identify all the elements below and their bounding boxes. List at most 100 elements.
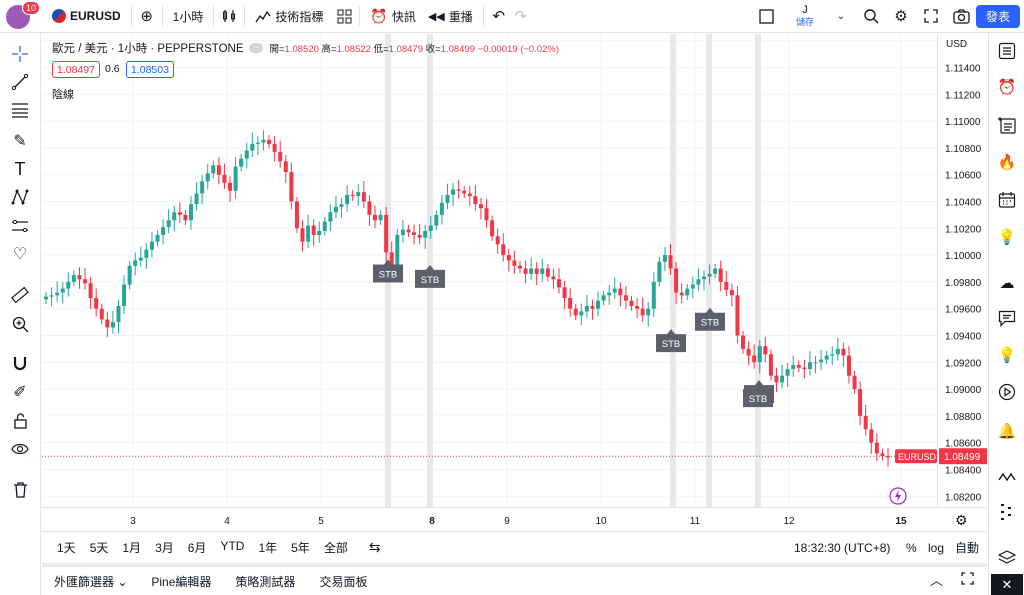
notifications-bell-icon[interactable]: 🔔 bbox=[997, 423, 1017, 440]
candle-body bbox=[211, 165, 216, 174]
candle-body bbox=[640, 308, 645, 316]
candle-body bbox=[261, 139, 266, 143]
percent-toggle[interactable]: % bbox=[906, 540, 917, 555]
brush-icon[interactable]: ✎ bbox=[13, 133, 27, 150]
candle-body bbox=[110, 322, 115, 328]
auto-toggle[interactable]: 自動 bbox=[955, 541, 980, 555]
fullscreen-icon[interactable] bbox=[920, 5, 942, 27]
candle-body bbox=[780, 375, 785, 383]
price-tick-label: 1.10800 bbox=[945, 144, 982, 155]
candle-body bbox=[250, 143, 255, 151]
range-button[interactable]: 6月 bbox=[187, 541, 207, 555]
lock-icon[interactable] bbox=[8, 409, 32, 433]
ideas-lightbulb-icon[interactable]: 💡 bbox=[997, 229, 1017, 246]
candle-body bbox=[350, 194, 355, 197]
range-button[interactable]: 5天 bbox=[89, 541, 109, 555]
text-tool-icon[interactable]: T bbox=[14, 158, 26, 179]
chevron-up-icon[interactable]: ︿ bbox=[930, 573, 944, 588]
prediction-tool-icon[interactable] bbox=[8, 214, 32, 238]
candle-body bbox=[244, 150, 249, 159]
price-scale[interactable]: 1.11400 1.11200 1.11000 1.10800 1.10600 1.104… bbox=[937, 34, 987, 507]
trend-line-icon[interactable] bbox=[8, 70, 32, 94]
redo-icon[interactable]: ↷ bbox=[514, 8, 528, 25]
date-tick-label: 3 bbox=[130, 516, 136, 527]
calendar-icon[interactable] bbox=[995, 188, 1019, 212]
layout-name: J bbox=[802, 4, 808, 16]
sell-price-button[interactable]: 1.08497 bbox=[52, 61, 100, 78]
replay-button[interactable]: ◀◀ 重播 bbox=[422, 0, 479, 33]
candle-body bbox=[456, 189, 461, 191]
alarm-icon[interactable]: ⏰ bbox=[997, 79, 1017, 96]
range-button[interactable]: 1年 bbox=[258, 541, 278, 555]
layers-icon[interactable] bbox=[995, 546, 1019, 570]
data-window-icon[interactable] bbox=[995, 113, 1019, 137]
interval-button[interactable]: 1小時 bbox=[167, 0, 210, 33]
streams-cloud-icon[interactable]: ☁ bbox=[999, 275, 1015, 292]
play-circle-icon[interactable] bbox=[995, 380, 1019, 404]
candle-body bbox=[367, 201, 372, 215]
publish-button[interactable]: 發表 bbox=[975, 5, 1020, 28]
notification-badge: 10 bbox=[22, 1, 41, 15]
chevron-down-icon[interactable]: ⌄ bbox=[836, 10, 846, 22]
magnet-icon[interactable] bbox=[8, 351, 32, 375]
candle-body bbox=[289, 172, 294, 202]
range-button[interactable]: 1月 bbox=[122, 541, 142, 555]
layouts-grid-icon[interactable] bbox=[333, 5, 355, 27]
heart-icon[interactable]: ♡ bbox=[12, 246, 28, 263]
object-tree-icon[interactable] bbox=[995, 500, 1019, 524]
range-button[interactable]: 全部 bbox=[323, 541, 348, 555]
date-tick-label: 15 bbox=[895, 516, 907, 527]
toolbar-divider bbox=[130, 6, 132, 26]
chart-pane[interactable]: EURUSDSTBSTBSTBSTBSTBSTB bbox=[42, 34, 937, 507]
candle-body bbox=[317, 230, 322, 235]
log-toggle[interactable]: log bbox=[928, 540, 945, 555]
signal-bulb-icon[interactable]: 💡 bbox=[997, 347, 1017, 364]
close-sidebar-icon[interactable]: ✕ bbox=[991, 574, 1023, 595]
undo-icon[interactable]: ↶ bbox=[492, 8, 506, 25]
camera-icon[interactable] bbox=[950, 5, 972, 27]
gear-icon[interactable]: ⚙ bbox=[894, 8, 908, 25]
buy-price-button[interactable]: 1.08503 bbox=[126, 61, 174, 78]
pattern-icon[interactable] bbox=[8, 185, 32, 209]
symbol-price-tag bbox=[895, 449, 937, 464]
lock-pencil-icon[interactable]: ✐ bbox=[13, 384, 27, 401]
hotlist-fire-icon[interactable]: 🔥 bbox=[997, 154, 1017, 171]
panel-tab[interactable]: 交易面板 bbox=[319, 574, 368, 589]
chart-settings-icon[interactable]: ⚙ bbox=[955, 512, 968, 528]
eye-icon[interactable] bbox=[8, 437, 32, 461]
range-button[interactable]: 3月 bbox=[155, 541, 174, 555]
wave-line-icon[interactable] bbox=[995, 465, 1019, 489]
range-button[interactable]: YTD bbox=[220, 539, 245, 553]
currency-label[interactable]: USD bbox=[946, 39, 968, 50]
candle-style-icon[interactable] bbox=[218, 5, 240, 27]
time-scale[interactable]: 3 4 5 8 9 10 11 12 15 ⚙ bbox=[42, 507, 987, 531]
candle-body bbox=[71, 275, 76, 282]
fullscreen-layout-icon[interactable] bbox=[755, 5, 777, 27]
alert-button[interactable]: ⏰ 快訊 bbox=[364, 0, 421, 33]
candle-body bbox=[239, 158, 244, 167]
indicators-button[interactable]: 技術指標 bbox=[249, 0, 329, 33]
zoom-in-icon[interactable] bbox=[8, 312, 32, 336]
watchlist-icon[interactable] bbox=[995, 39, 1019, 63]
ruler-icon[interactable] bbox=[8, 283, 32, 307]
candlestick-chart[interactable]: EURUSDSTBSTBSTBSTBSTBSTB bbox=[42, 34, 937, 507]
crosshair-icon[interactable] bbox=[8, 42, 32, 66]
range-button[interactable]: 1天 bbox=[57, 541, 76, 555]
symbol-search-button[interactable]: EURUSD bbox=[46, 0, 127, 33]
panel-tab[interactable]: 策略測試器 bbox=[235, 574, 296, 589]
legend-collapse-icon[interactable]: − bbox=[249, 43, 264, 53]
compare-add-icon[interactable]: ⊕ bbox=[140, 8, 153, 25]
candle-body bbox=[517, 265, 522, 269]
goto-date-icon[interactable]: ⇆ bbox=[368, 539, 381, 555]
trash-icon[interactable] bbox=[8, 478, 32, 502]
panel-tab[interactable]: Pine編輯器 bbox=[151, 574, 212, 589]
save-layout-button[interactable]: J 儲存 bbox=[788, 4, 822, 28]
candle-body bbox=[306, 225, 311, 242]
chat-icon[interactable] bbox=[995, 306, 1019, 330]
search-icon[interactable] bbox=[860, 5, 882, 27]
range-button[interactable]: 5年 bbox=[291, 541, 310, 555]
maximize-panel-icon[interactable] bbox=[961, 572, 974, 590]
panel-tab[interactable]: 外匯篩選器 ⌄ bbox=[54, 574, 128, 589]
fib-retracement-icon[interactable] bbox=[8, 98, 32, 122]
clock-display[interactable]: 18:32:30 (UTC+8) bbox=[794, 540, 891, 555]
